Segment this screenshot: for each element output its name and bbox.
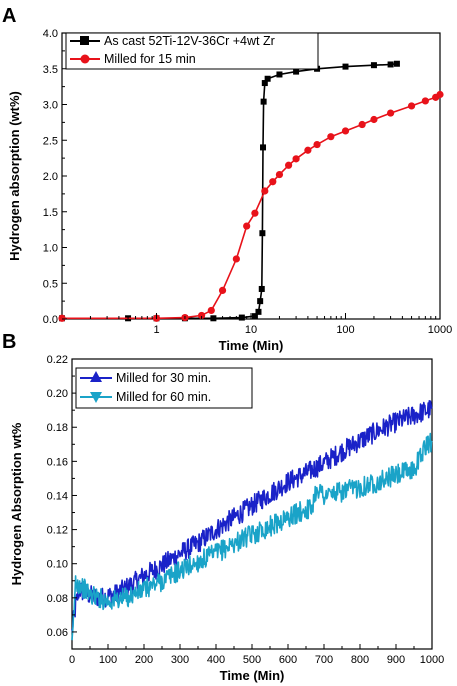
x-tick-label-a: 1	[153, 324, 159, 336]
data-point-a-2	[285, 161, 293, 169]
data-point-a-1	[261, 80, 268, 87]
x-tick-label-b: 0	[69, 654, 75, 666]
legend-a: As cast 52Ti-12V-36Cr +4wt Zr Milled for…	[65, 32, 319, 70]
x-tick-label-b: 100	[99, 654, 117, 666]
x-tick-label-a: 100	[336, 324, 354, 336]
legend-marker-triangle-down	[90, 392, 102, 403]
x-tick-label-b: 600	[279, 654, 297, 666]
data-point-a-1	[293, 68, 300, 75]
x-tick-label-b: 700	[315, 654, 333, 666]
chart-b: 0.06 0.08 0.10 0.12 0.14 0.16 0.18 0.20 0.22 0 100…	[9, 354, 444, 683]
y-axis-title-a: Hydrogen absorption (wt%)	[7, 91, 22, 261]
legend-label-a-1: As cast 52Ti-12V-36Cr +4wt Zr	[104, 34, 275, 48]
series-line-b-1	[71, 400, 433, 634]
data-point-a-1	[264, 75, 271, 82]
data-point-a-2	[421, 97, 429, 105]
x-tick-label-b: 200	[135, 654, 153, 666]
data-point-a-2	[370, 115, 378, 124]
x-tick-label-b: 800	[351, 654, 369, 666]
data-point-a-2	[358, 120, 366, 129]
y-tick-label-b: 0.22	[47, 354, 68, 366]
x-tick-label-b: 1000	[420, 654, 444, 666]
data-point-a-2	[327, 133, 335, 141]
y-tick-label-a: 0.5	[43, 278, 58, 290]
data-point-a-2	[292, 155, 300, 163]
data-point-a-1	[259, 230, 266, 237]
data-point-a-1	[387, 61, 394, 68]
data-point-a-1	[260, 98, 267, 105]
legend-marker-circle	[80, 54, 90, 64]
data-point-a-1	[257, 298, 264, 305]
legend-label-b-1: Milled for 30 min.	[116, 371, 211, 385]
data-point-a-1	[276, 71, 283, 78]
data-point-a-2	[197, 311, 206, 320]
data-point-a-2	[269, 178, 277, 186]
data-point-a-2	[407, 102, 416, 110]
legend-marker-square	[80, 36, 89, 45]
data-point-a-2	[58, 314, 66, 322]
y-tick-label-a: 2.0	[43, 171, 58, 183]
data-point-a-2	[304, 146, 312, 154]
data-point-a-1	[342, 63, 349, 70]
y-tick-label-b: 0.12	[47, 525, 68, 537]
x-axis-title-b: Time (Min)	[220, 668, 285, 683]
y-tick-label-b: 0.18	[47, 422, 68, 434]
y-tick-label-b: 0.06	[47, 627, 68, 639]
y-tick-label-b: 0.14	[47, 490, 68, 502]
y-tick-label-a: 3.5	[43, 64, 58, 76]
data-point-a-2	[275, 170, 284, 179]
data-point-a-2	[261, 187, 269, 195]
x-tick-label-b: 900	[387, 654, 405, 666]
y-tick-label-a: 3.0	[43, 100, 58, 112]
y-tick-label-a: 0.0	[43, 314, 58, 326]
x-tick-label-b: 500	[243, 654, 261, 666]
y-tick-label-a: 1.0	[43, 243, 58, 255]
y-tick-label-a: 1.5	[43, 207, 58, 219]
y-tick-label-a: 2.5	[43, 135, 58, 147]
data-point-a-1	[393, 60, 400, 67]
data-point-a-2	[341, 127, 350, 135]
x-tick-label-a: 10	[245, 324, 257, 336]
x-axis-title-a: Time (Min)	[219, 338, 284, 353]
legend-label-b-2: Milled for 60 min.	[116, 390, 211, 404]
legend-b: Milled for 30 min. Milled for 60 min.	[75, 367, 253, 409]
data-point-a-1	[370, 62, 377, 69]
data-point-a-2	[218, 286, 227, 294]
y-axis-title-b: Hydrogen Absorption wt%	[9, 422, 24, 585]
data-point-a-1	[255, 308, 262, 315]
data-point-a-2	[251, 209, 259, 217]
data-point-a-2	[386, 109, 395, 117]
y-tick-label-b: 0.10	[47, 559, 68, 571]
data-point-a-2	[232, 255, 240, 263]
legend-label-a-2: Milled for 15 min	[104, 52, 196, 66]
panel-label-a: A	[2, 5, 16, 27]
plot-frame-a	[61, 32, 441, 320]
y-tick-label-b: 0.08	[47, 593, 68, 605]
data-point-a-1	[258, 285, 265, 292]
y-tick-label-a: 4.0	[43, 28, 58, 40]
data-point-a-2	[207, 306, 215, 315]
data-point-a-2	[243, 222, 251, 230]
x-tick-label-b: 300	[171, 654, 189, 666]
data-point-a-2	[313, 140, 321, 149]
data-point-a-1	[260, 144, 267, 151]
panel-label-b: B	[2, 331, 16, 353]
data-point-a-2	[436, 90, 444, 99]
y-tick-label-b: 0.20	[47, 388, 68, 400]
x-tick-label-a: 1000	[428, 324, 452, 336]
legend-marker-triangle-up	[90, 371, 102, 382]
x-tick-label-b: 400	[207, 654, 225, 666]
y-tick-label-b: 0.16	[47, 456, 68, 468]
series-line-b-2	[71, 432, 433, 641]
chart-a: 0.0 0.5 1.0 1.5 2.0 2.5 3.0 3.5 4.0 1 10 100 1000 Ti…	[7, 28, 452, 353]
data-point-a-1	[251, 313, 258, 320]
